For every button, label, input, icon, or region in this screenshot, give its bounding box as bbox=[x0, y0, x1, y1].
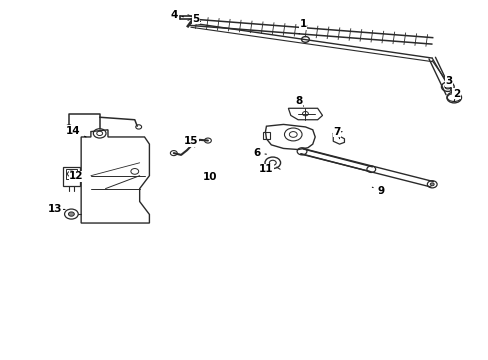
Text: 5: 5 bbox=[192, 14, 200, 24]
Bar bbox=[62, 167, 80, 186]
Circle shape bbox=[68, 212, 74, 216]
Text: 11: 11 bbox=[259, 164, 273, 174]
Text: 15: 15 bbox=[183, 136, 198, 147]
Text: 13: 13 bbox=[48, 204, 65, 215]
Bar bbox=[65, 168, 77, 179]
Text: 10: 10 bbox=[203, 172, 217, 182]
Text: 3: 3 bbox=[445, 76, 452, 87]
Text: 2: 2 bbox=[452, 89, 459, 101]
Polygon shape bbox=[288, 108, 322, 120]
Text: 8: 8 bbox=[295, 96, 303, 106]
Text: 4: 4 bbox=[170, 10, 183, 20]
Text: 1: 1 bbox=[299, 19, 306, 34]
Text: 9: 9 bbox=[371, 186, 384, 197]
Text: 7: 7 bbox=[333, 127, 340, 139]
Text: 12: 12 bbox=[69, 171, 83, 181]
Circle shape bbox=[444, 85, 450, 89]
Circle shape bbox=[429, 183, 433, 186]
Text: 6: 6 bbox=[253, 148, 266, 158]
Text: 14: 14 bbox=[65, 126, 86, 137]
Polygon shape bbox=[81, 130, 149, 223]
Bar bbox=[263, 132, 270, 139]
Polygon shape bbox=[265, 125, 315, 149]
